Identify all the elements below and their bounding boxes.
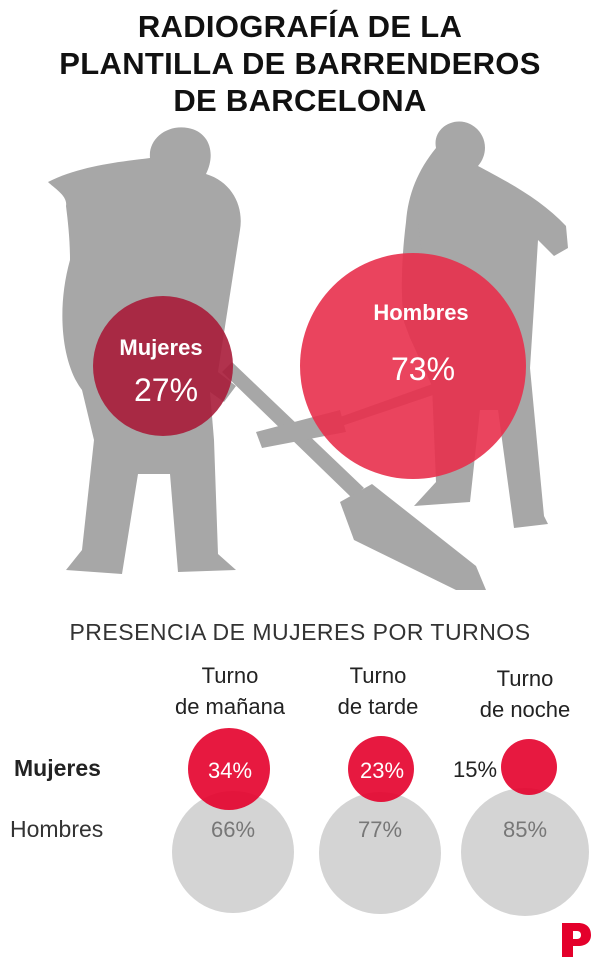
men-bubble-morning [172, 791, 294, 913]
shifts-section-title: PRESENCIA DE MUJERES POR TURNOS [69, 619, 531, 645]
women-value-afternoon: 23% [360, 758, 404, 783]
publisher-logo-icon [562, 923, 591, 957]
women-value-morning: 34% [208, 758, 252, 783]
shift-label-morning-line2: de mañana [175, 694, 286, 719]
title-line-3: DE BARCELONA [173, 83, 427, 118]
women-percent: 27% [134, 372, 198, 408]
women-bubble-afternoon [348, 736, 414, 802]
men-percent: 73% [391, 351, 455, 387]
shift-label-night-line2: de noche [480, 697, 571, 722]
shift-label-night-line1: Turno [497, 666, 554, 691]
series-label-men: Hombres [10, 816, 103, 842]
women-bubble-morning [188, 728, 270, 810]
men-value-night: 85% [503, 817, 547, 842]
shift-label-afternoon-line1: Turno [350, 663, 407, 688]
men-bubble-afternoon [319, 792, 441, 914]
hero-illustration: Mujeres 27% Hombres 73% [48, 121, 568, 590]
women-label: Mujeres [119, 335, 202, 360]
title-line-2: PLANTILLA DE BARRENDEROS [59, 46, 541, 81]
shift-label-morning-line1: Turno [202, 663, 259, 688]
women-value-night: 15% [453, 757, 497, 782]
title-line-1: RADIOGRAFÍA DE LA [137, 9, 463, 44]
men-bubble [300, 253, 526, 479]
women-bubble [93, 296, 233, 436]
men-value-morning: 66% [211, 817, 255, 842]
men-value-afternoon: 77% [358, 817, 402, 842]
men-label: Hombres [373, 300, 468, 325]
men-bubble-night [461, 788, 589, 916]
shift-label-afternoon-line2: de tarde [338, 694, 419, 719]
series-label-women: Mujeres [14, 755, 101, 781]
shifts-bubble-chart: Turno de mañana Turno de tarde Turno de … [10, 663, 589, 916]
women-bubble-night [501, 739, 557, 795]
chart-title: RADIOGRAFÍA DE LA PLANTILLA DE BARRENDER… [0, 8, 600, 119]
